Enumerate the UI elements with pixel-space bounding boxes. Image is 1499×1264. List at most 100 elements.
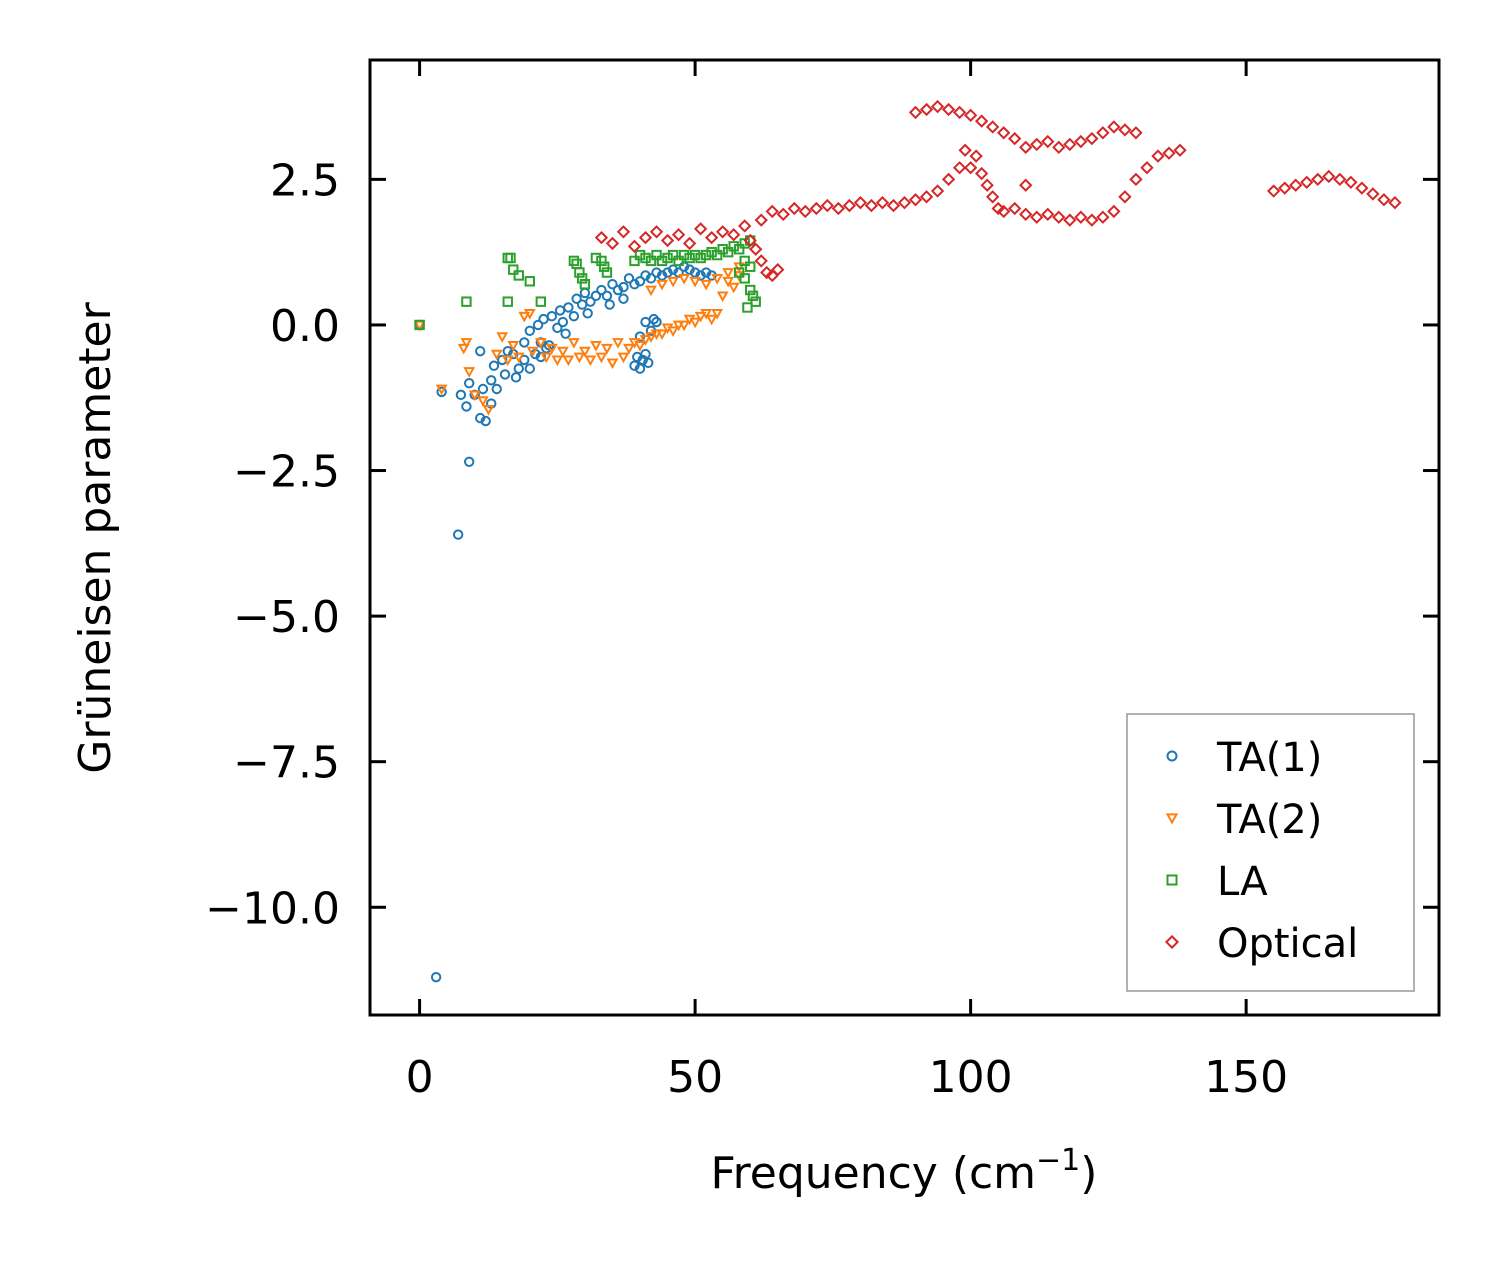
data-point-optical [704, 230, 719, 245]
data-point-la [678, 249, 690, 261]
data-point-optical [1008, 131, 1022, 146]
data-point-la [502, 296, 513, 307]
data-point-la [747, 290, 759, 302]
data-point-la [645, 255, 657, 267]
x-tick-label: 0 [406, 1052, 434, 1103]
data-point-la [711, 249, 723, 261]
data-point-la [640, 252, 651, 264]
data-point-la [684, 252, 695, 264]
data-point-ta-1 [486, 375, 497, 386]
data-point-ta-2 [634, 340, 646, 352]
data-point-ta-2 [540, 352, 553, 364]
legend-label: Optical [1217, 921, 1358, 967]
x-tick-label: 50 [667, 1052, 723, 1103]
data-point-ta-2 [667, 326, 679, 338]
data-point-ta-2 [689, 276, 702, 288]
data-point-optical [649, 225, 664, 239]
data-point-optical [1118, 123, 1132, 137]
data-point-optical [969, 149, 983, 163]
data-point-optical [1289, 178, 1303, 192]
data-point-optical [1333, 172, 1347, 187]
data-point-optical [1322, 169, 1336, 184]
data-point-ta-1 [475, 412, 486, 424]
data-point-optical [1074, 210, 1088, 224]
legend-marker [1164, 934, 1180, 950]
data-point-ta-2 [490, 349, 503, 361]
data-point-optical [886, 198, 901, 213]
data-point-optical [820, 198, 835, 213]
data-point-la [579, 278, 591, 290]
data-point-optical [1052, 210, 1066, 224]
data-point-ta-1 [667, 264, 679, 275]
data-point-optical [1030, 210, 1044, 224]
data-point-ta-1 [488, 360, 500, 371]
data-point-la [656, 255, 668, 267]
data-point-la [689, 249, 701, 261]
data-point-ta-2 [722, 268, 735, 279]
data-point-ta-1 [452, 529, 464, 540]
data-point-optical [919, 190, 934, 204]
data-point-ta-1 [634, 276, 646, 287]
data-point-ta-2 [612, 338, 624, 349]
data-point-optical [776, 207, 790, 221]
data-point-la [502, 252, 513, 264]
data-point-optical [771, 262, 785, 277]
data-point-ta-2 [477, 396, 489, 407]
data-point-optical [952, 161, 967, 175]
data-point-ta-1 [546, 311, 558, 322]
data-point-optical [963, 108, 978, 122]
data-point-ta-1 [554, 305, 566, 316]
data-point-ta-1 [607, 278, 618, 290]
y-axis-label: Grüneisen parameter [70, 301, 121, 773]
data-point-ta-1 [436, 386, 447, 398]
data-point-ta-2 [590, 340, 602, 352]
legend-label: TA(1) [1216, 735, 1322, 781]
data-point-ta-1 [651, 316, 662, 328]
data-point-optical [908, 105, 923, 120]
data-point-optical [930, 99, 945, 114]
data-point-ta-2 [705, 314, 718, 326]
data-point-optical [980, 178, 994, 192]
data-points-layer [413, 99, 1402, 983]
data-point-optical [760, 265, 774, 280]
data-point-ta-2 [639, 335, 652, 346]
y-tick-label: −2.5 [233, 447, 340, 498]
data-point-ta-1 [563, 302, 574, 313]
data-point-ta-2 [584, 355, 597, 367]
data-point-ta-1 [463, 377, 475, 389]
data-point-ta-1 [618, 281, 629, 293]
data-point-ta-1 [618, 293, 629, 304]
legend: TA(1) TA(2) LA Optical [1126, 713, 1415, 992]
data-point-optical [1366, 187, 1380, 201]
data-point-la [508, 264, 519, 275]
legend-marker [1166, 750, 1178, 762]
data-point-ta-1 [604, 299, 615, 310]
data-point-la [629, 255, 640, 267]
data-point-ta-1 [684, 264, 695, 275]
data-point-ta-1 [455, 389, 467, 401]
data-point-ta-2 [678, 274, 690, 285]
data-point-ta-2 [512, 352, 525, 364]
y-tick-label: −7.5 [233, 738, 340, 789]
data-point-la [601, 267, 613, 278]
legend-marker [1165, 813, 1179, 825]
data-point-optical [1355, 181, 1369, 195]
data-point-ta-2 [496, 332, 509, 343]
data-point-ta-1 [461, 401, 472, 412]
data-point-ta-2 [711, 274, 724, 285]
data-point-ta-1 [662, 267, 673, 278]
data-point-optical [1162, 146, 1176, 160]
data-point-ta-2 [435, 384, 448, 396]
data-point-la [598, 261, 610, 272]
data-point-ta-1 [475, 345, 486, 357]
data-point-la [728, 241, 739, 252]
data-point-ta-1 [576, 299, 588, 310]
data-point-ta-2 [656, 329, 668, 340]
data-point-la [505, 252, 516, 264]
data-point-ta-2 [534, 338, 547, 349]
data-point-optical [765, 204, 779, 219]
data-point-optical [1008, 201, 1022, 216]
data-point-ta-2 [463, 367, 476, 378]
data-point-la [750, 296, 761, 307]
data-point-optical [952, 105, 967, 120]
